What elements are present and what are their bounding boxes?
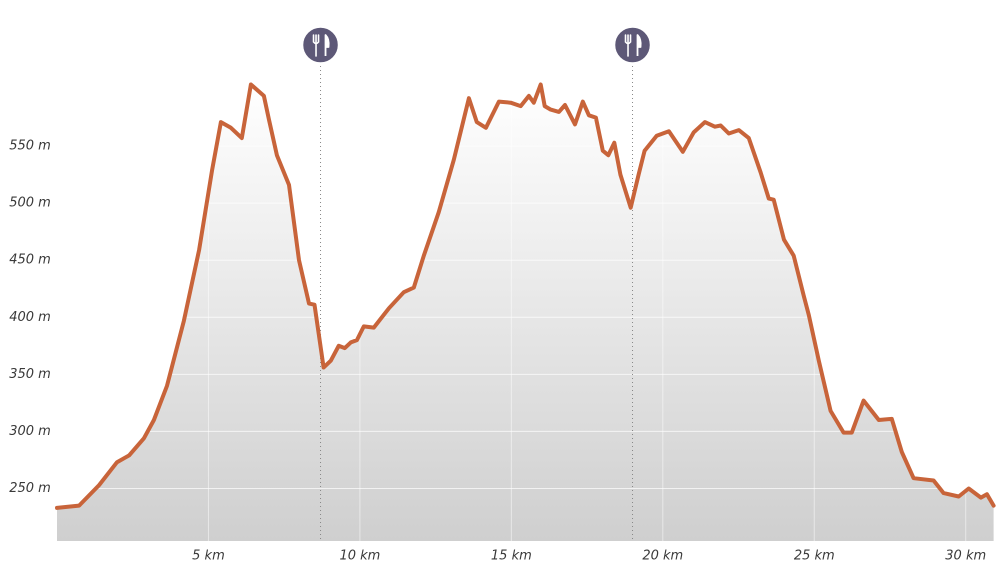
y-tick-label: 300 m (9, 424, 51, 439)
marker-circle (301, 26, 340, 64)
elevation-line (55, 82, 996, 510)
y-tick-label: 250 m (9, 481, 51, 496)
fork-icon (312, 34, 320, 57)
x-tick-label: 30 km (945, 549, 986, 564)
marker-circle (613, 26, 652, 64)
restaurant-marker (613, 26, 652, 64)
y-tick-label: 400 m (9, 310, 51, 325)
y-tick-label: 450 m (9, 253, 51, 268)
y-tick-label: 350 m (9, 367, 51, 382)
x-tick-label: 20 km (642, 549, 683, 564)
x-tick-label: 25 km (794, 549, 835, 564)
y-tick-label: 550 m (9, 139, 51, 154)
x-tick-label: 5 km (192, 549, 225, 564)
x-tick-label: 10 km (339, 549, 380, 564)
fork-icon (624, 34, 632, 57)
knife-icon (636, 34, 642, 56)
y-tick-label: 500 m (9, 196, 51, 211)
x-tick-label: 15 km (491, 549, 532, 564)
restaurant-marker (301, 26, 340, 64)
area (57, 84, 994, 541)
knife-icon (324, 34, 330, 56)
